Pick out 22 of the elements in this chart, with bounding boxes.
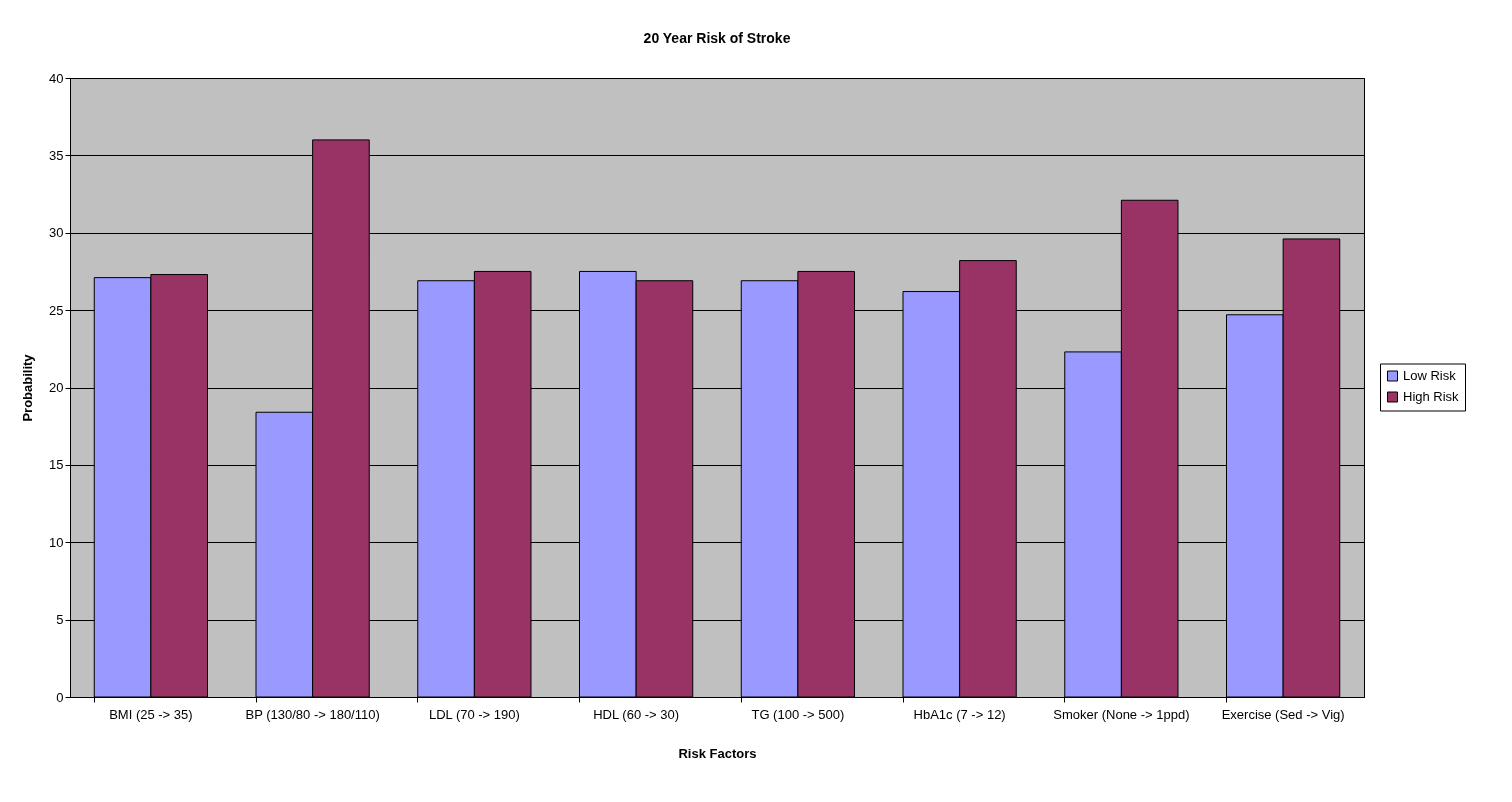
x-axis-title: Risk Factors	[678, 745, 757, 761]
y-tick-label: 10	[49, 534, 64, 550]
x-tick-label: BP (130/80 -> 180/110)	[245, 706, 380, 722]
y-tick-label: 20	[49, 380, 64, 395]
y-tick-label: 0	[56, 689, 64, 705]
y-tick-label: 35	[49, 147, 64, 163]
x-tick-label: HDL (60 -> 30)	[593, 706, 680, 722]
y-tick-label: 30	[49, 225, 64, 241]
y-tick-label: 15	[49, 457, 64, 473]
x-tick-label: TG (100 -> 500)	[751, 706, 845, 722]
x-tick-label: Smoker (None -> 1ppd)	[1053, 706, 1190, 722]
y-tick-label: 40	[49, 70, 64, 86]
y-tick-label: 25	[49, 302, 64, 318]
x-tick-label: Exercise (Sed -> Vig)	[1221, 706, 1345, 722]
y-axis-title: Probability	[20, 353, 36, 422]
chart-title: 20 Year Risk of Stroke	[643, 30, 791, 46]
x-tick-label: LDL (70 -> 190)	[428, 706, 520, 722]
legend-label: High Risk	[1403, 389, 1460, 404]
x-tick-label: BMI (25 -> 35)	[109, 706, 193, 722]
y-tick-label: 5	[56, 612, 64, 628]
legend-label: Low Risk	[1403, 368, 1457, 383]
x-tick-label: HbA1c (7 -> 12)	[913, 706, 1006, 722]
